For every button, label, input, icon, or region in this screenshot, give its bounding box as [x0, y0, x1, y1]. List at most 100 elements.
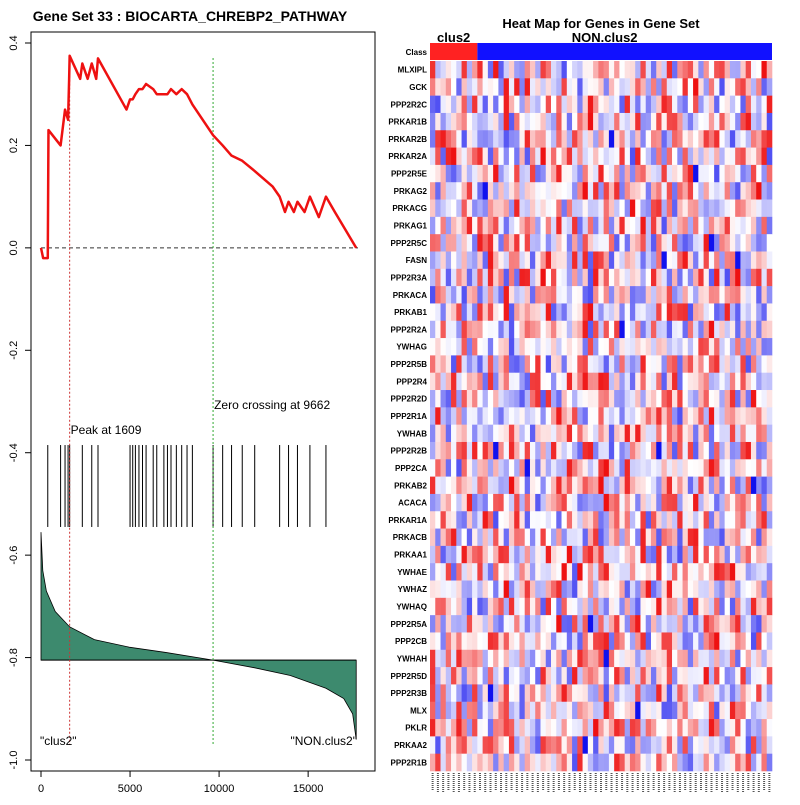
heatmap-cell [535, 268, 541, 287]
heatmap-cell [666, 476, 673, 495]
heatmap-cell [745, 95, 752, 114]
heatmap-cell [435, 303, 441, 322]
heatmap-cell [503, 286, 510, 304]
heatmap-cell [566, 597, 573, 616]
es-x-tick-label: 0 [38, 783, 44, 795]
heatmap-cell [498, 459, 504, 477]
heatmap-cell [761, 372, 768, 391]
heatmap-cell [587, 511, 594, 529]
heatmap-cell [461, 736, 468, 754]
heatmap-cell [724, 511, 731, 529]
heatmap-cell [650, 164, 657, 183]
heatmap-cell [561, 701, 568, 720]
heatmap-cell [435, 493, 441, 512]
heatmap-cell [503, 112, 510, 131]
heatmap-cell [572, 424, 578, 443]
heatmap-cell [477, 320, 483, 339]
heatmap-cell [503, 390, 510, 408]
heatmap-cell [587, 424, 594, 443]
heatmap-cell [477, 182, 483, 200]
heatmap-cell [487, 61, 494, 79]
heatmap-cell [535, 251, 541, 270]
heatmap-cell [708, 528, 715, 547]
heatmap-cell [750, 95, 757, 114]
heatmap-cell [677, 545, 683, 564]
heatmap-cell [677, 182, 683, 200]
heatmap-cell [430, 511, 436, 529]
heatmap-cell [735, 545, 741, 564]
heatmap-cell [593, 182, 599, 200]
heatmap-cell [650, 95, 657, 114]
es-y-tick-label: -0.4 [8, 443, 20, 462]
heatmap-cell [561, 476, 568, 495]
heatmap-cell [430, 459, 436, 477]
heatmap-cell [724, 719, 731, 737]
heatmap-cell [603, 580, 610, 599]
heatmap-cell [572, 701, 578, 720]
heatmap-cell [645, 130, 652, 148]
heatmap-cell [561, 182, 568, 200]
heatmap-cell [693, 61, 699, 79]
heatmap-cell [687, 130, 694, 148]
heatmap-cell [556, 216, 562, 235]
heatmap-cell [508, 390, 515, 408]
heatmap-cell [745, 545, 752, 564]
heatmap-cell [519, 545, 526, 564]
heatmap-cell [740, 459, 746, 477]
heatmap-cell [593, 61, 599, 79]
heatmap-cell [566, 528, 573, 547]
heatmap-cell [703, 701, 710, 720]
heatmap-cell [445, 372, 452, 391]
heatmap-cell [729, 511, 736, 529]
heatmap-cell [629, 580, 636, 599]
heatmap-cell [477, 303, 483, 322]
heatmap-cell [672, 61, 678, 79]
heatmap-cell [624, 390, 631, 408]
heatmap-cell [482, 390, 489, 408]
heatmap-cell [508, 338, 515, 356]
heatmap-cell [740, 268, 746, 287]
heatmap-cell [645, 684, 652, 703]
heatmap-cell [487, 268, 494, 287]
heatmap-cell [466, 545, 473, 564]
heatmap-cell [572, 164, 578, 183]
heatmap-cell [524, 320, 531, 339]
heatmap-cell [577, 736, 583, 754]
heatmap-cell [472, 234, 478, 252]
heatmap-cell [724, 355, 731, 374]
heatmap-cell [735, 355, 741, 374]
heatmap-cell [514, 684, 520, 703]
heatmap-cell [482, 182, 489, 200]
heatmap-cell [582, 61, 589, 79]
heatmap-cell [466, 303, 473, 322]
heatmap-row-label: PPP2R4 [396, 377, 427, 386]
heatmap-cell [430, 216, 436, 235]
heatmap-cell [624, 476, 631, 495]
heatmap-cell [493, 424, 499, 443]
heatmap-cell [766, 580, 773, 599]
heatmap-cell [708, 441, 715, 460]
heatmap-cell [572, 597, 578, 616]
heatmap-cell [650, 199, 657, 218]
heatmap-cell [629, 476, 636, 495]
heatmap-cell [645, 303, 652, 322]
heatmap-cell [472, 182, 478, 200]
heatmap-cell [608, 234, 615, 252]
heatmap-cell [635, 441, 641, 460]
heatmap-cell [498, 286, 504, 304]
heatmap-cell [603, 511, 610, 529]
heatmap-cell [745, 580, 752, 599]
heatmap-cell [545, 563, 552, 581]
heatmap-cell [503, 701, 510, 720]
heatmap-cell [566, 147, 573, 166]
heatmap-cell [598, 545, 604, 564]
heatmap-cell [561, 164, 568, 183]
heatmap-cell [440, 476, 447, 495]
heatmap-cell [535, 649, 541, 668]
heatmap-cell [477, 390, 483, 408]
heatmap-cell [508, 112, 515, 131]
heatmap-cell [608, 528, 615, 547]
heatmap-cell [435, 649, 441, 668]
heatmap-cell [451, 701, 457, 720]
heatmap-cell [687, 580, 694, 599]
